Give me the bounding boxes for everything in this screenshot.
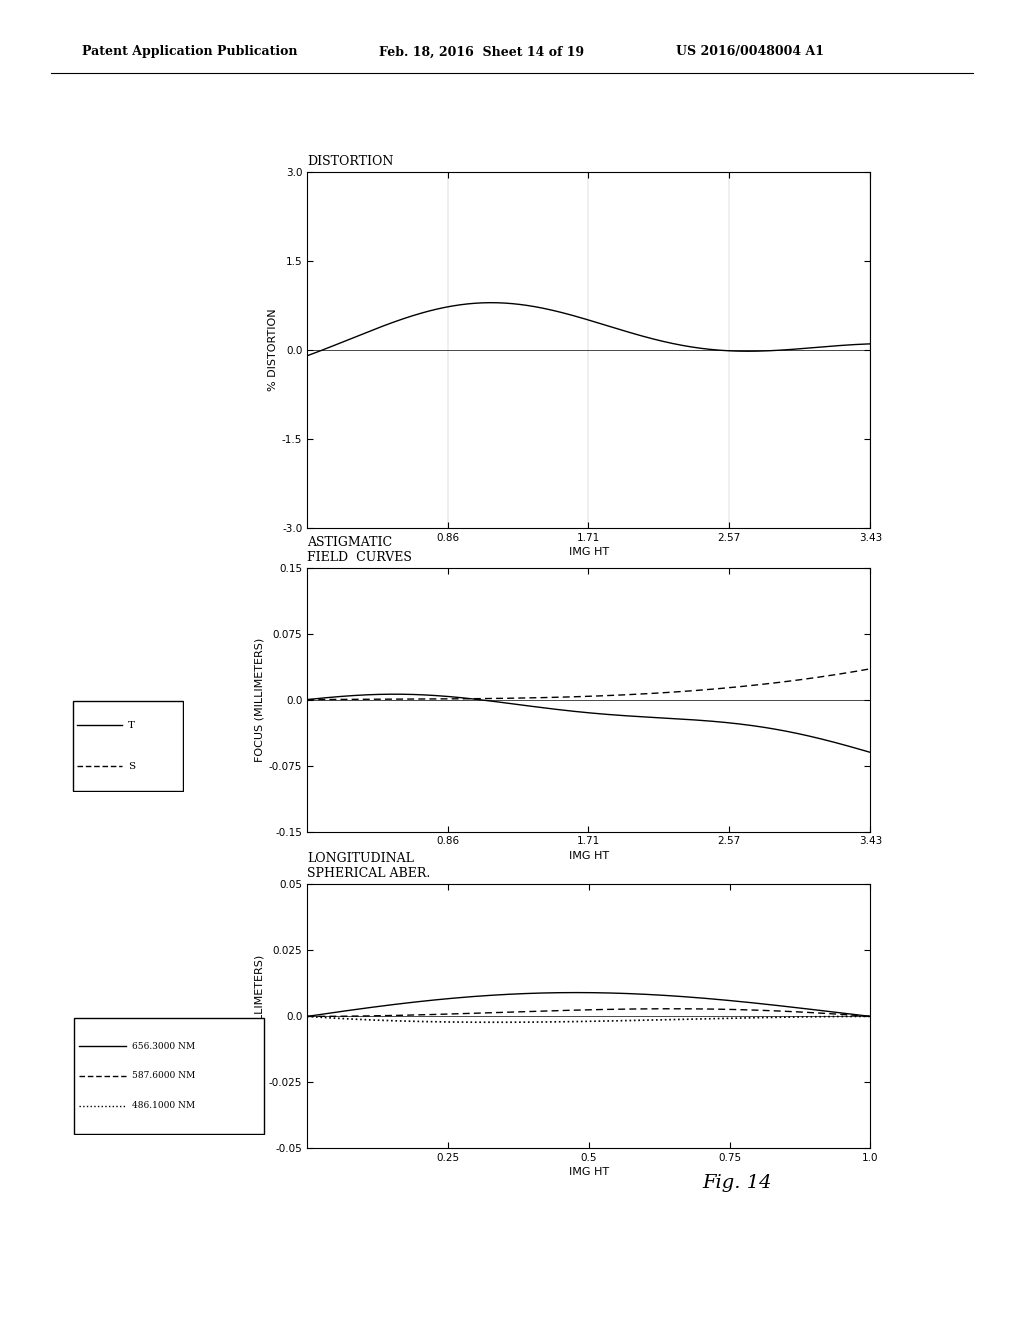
FancyBboxPatch shape (74, 1018, 264, 1134)
Text: LONGITUDINAL
SPHERICAL ABER.: LONGITUDINAL SPHERICAL ABER. (307, 853, 430, 880)
Text: Feb. 18, 2016  Sheet 14 of 19: Feb. 18, 2016 Sheet 14 of 19 (379, 45, 584, 58)
FancyBboxPatch shape (73, 701, 183, 791)
Text: Fig. 14: Fig. 14 (702, 1173, 772, 1192)
Text: DISTORTION: DISTORTION (307, 154, 393, 168)
Text: S: S (128, 762, 135, 771)
Text: Patent Application Publication: Patent Application Publication (82, 45, 297, 58)
Text: T: T (128, 721, 135, 730)
Text: 587.6000 NM: 587.6000 NM (132, 1072, 196, 1080)
X-axis label: IMG HT: IMG HT (568, 850, 609, 861)
Text: ASTIGMATIC
FIELD  CURVES: ASTIGMATIC FIELD CURVES (307, 536, 412, 564)
X-axis label: IMG HT: IMG HT (568, 546, 609, 557)
Text: 486.1000 NM: 486.1000 NM (132, 1101, 196, 1110)
Y-axis label: % DISTORTION: % DISTORTION (268, 309, 278, 391)
Text: US 2016/0048004 A1: US 2016/0048004 A1 (676, 45, 824, 58)
Text: 656.3000 NM: 656.3000 NM (132, 1041, 196, 1051)
X-axis label: IMG HT: IMG HT (568, 1167, 609, 1177)
Y-axis label: FOCUS (MILLIMETERS): FOCUS (MILLIMETERS) (255, 638, 265, 762)
Y-axis label: FOCUS (MILLIMETERS): FOCUS (MILLIMETERS) (255, 954, 265, 1078)
